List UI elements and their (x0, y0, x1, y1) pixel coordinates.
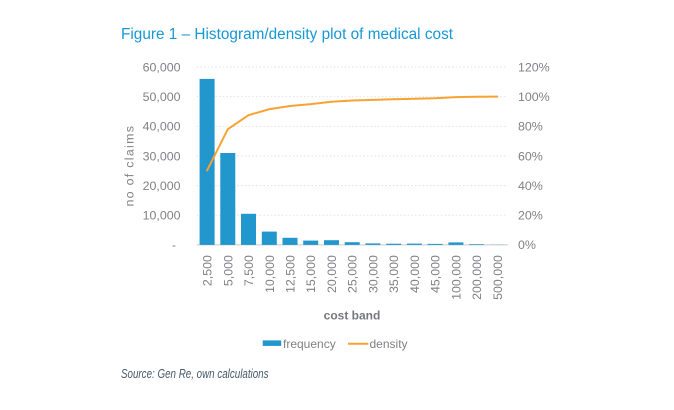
svg-text:500,000: 500,000 (491, 255, 505, 300)
svg-text:-: - (172, 238, 176, 252)
svg-text:100%: 100% (518, 90, 550, 104)
svg-text:5,000: 5,000 (221, 255, 235, 286)
svg-text:20,000: 20,000 (143, 179, 181, 193)
svg-text:100,000: 100,000 (449, 255, 463, 300)
svg-text:60%: 60% (518, 149, 543, 163)
svg-text:40,000: 40,000 (143, 120, 181, 134)
svg-text:40%: 40% (518, 179, 543, 193)
svg-text:10,000: 10,000 (143, 209, 181, 223)
svg-text:15,000: 15,000 (304, 255, 318, 293)
svg-text:20%: 20% (518, 209, 543, 223)
svg-text:frequency: frequency (283, 337, 336, 351)
svg-text:25,000: 25,000 (346, 255, 360, 293)
svg-text:7,500: 7,500 (242, 255, 256, 286)
svg-text:density: density (370, 337, 408, 351)
svg-text:80%: 80% (518, 120, 543, 134)
svg-text:45,000: 45,000 (429, 255, 443, 293)
svg-text:35,000: 35,000 (387, 255, 401, 293)
svg-text:12,500: 12,500 (284, 255, 298, 293)
svg-text:10,000: 10,000 (263, 255, 277, 293)
svg-text:2,500: 2,500 (201, 255, 215, 286)
svg-text:30,000: 30,000 (143, 149, 181, 163)
svg-text:cost band: cost band (324, 308, 381, 322)
svg-text:50,000: 50,000 (143, 90, 181, 104)
svg-text:Figure 1 – Histogram/density p: Figure 1 – Histogram/density plot of med… (121, 26, 454, 43)
svg-text:30,000: 30,000 (366, 255, 380, 293)
svg-text:60,000: 60,000 (143, 60, 181, 74)
svg-text:200,000: 200,000 (470, 255, 484, 300)
svg-text:120%: 120% (518, 60, 550, 74)
svg-text:20,000: 20,000 (325, 255, 339, 293)
svg-text:0%: 0% (518, 238, 536, 252)
svg-text:40,000: 40,000 (408, 255, 422, 293)
svg-text:Source: Gen Re, own calculatio: Source: Gen Re, own calculations (121, 367, 269, 381)
svg-text:no of claims: no of claims (123, 126, 137, 207)
